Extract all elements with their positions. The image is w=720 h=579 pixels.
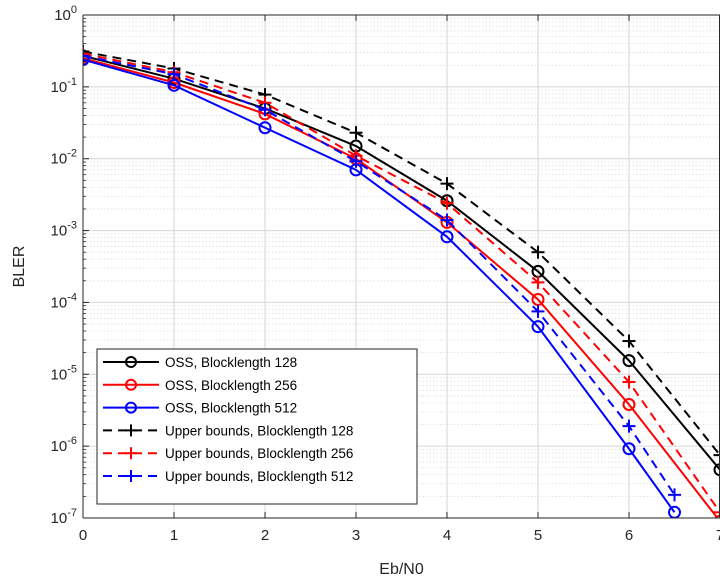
data-point-plus	[125, 424, 137, 437]
series-layer	[83, 45, 720, 518]
x-tick-label: 7	[716, 527, 720, 544]
data-point-plus	[258, 103, 272, 117]
y-tick-label: 10-6	[51, 435, 77, 455]
series-line	[83, 54, 676, 496]
data-point-plus	[83, 47, 90, 61]
data-point-plus	[440, 177, 454, 191]
series-line	[83, 58, 676, 513]
y-tick-label: 10-3	[51, 220, 77, 240]
data-point-circle	[531, 320, 545, 334]
data-point-plus	[622, 375, 636, 389]
y-axis-label: BLER	[11, 246, 28, 288]
x-tick-label: 3	[352, 527, 360, 544]
legend-box	[96, 348, 418, 505]
data-point-plus	[440, 213, 454, 227]
x-axis-label: Eb/N0	[379, 561, 424, 578]
data-point-plus	[531, 275, 545, 289]
data-point-plus	[531, 245, 545, 259]
y-tick-label: 10-4	[51, 291, 77, 311]
data-point-circle	[440, 230, 454, 244]
data-point-plus	[622, 419, 636, 433]
series-line	[83, 52, 720, 513]
y-tick-label: 10-5	[51, 363, 77, 383]
data-point-circle	[83, 53, 90, 67]
data-point-plus	[622, 334, 636, 348]
legend: OSS, Blocklength 128 OSS, Blocklength 256…	[96, 348, 418, 505]
data-point-plus	[349, 154, 363, 168]
legend-label: OSS, Blocklength 512	[165, 401, 297, 416]
data-point-circle	[622, 354, 636, 368]
legend-entry: OSS, Blocklength 512	[103, 401, 297, 416]
x-tick-label: 0	[79, 527, 87, 544]
x-tick-label: 2	[261, 527, 269, 544]
data-point-plus	[125, 447, 137, 460]
x-tick-label: 4	[443, 527, 451, 544]
legend-label: Upper bounds, Blocklength 256	[165, 446, 353, 461]
legend-entry: OSS, Blocklength 256	[103, 378, 297, 393]
legend-entry: Upper bounds, Blocklength 128	[103, 423, 353, 438]
data-point-circle	[622, 397, 636, 411]
data-point-plus	[83, 49, 90, 63]
data-point-plus	[83, 45, 90, 59]
y-tick-label: 10-2	[51, 148, 77, 168]
data-point-plus	[713, 505, 720, 518]
legend-entry: OSS, Blocklength 128	[103, 355, 297, 370]
legend-entry: Upper bounds, Blocklength 512	[103, 469, 353, 484]
data-point-circle	[713, 463, 720, 477]
data-point-plus	[531, 304, 545, 318]
x-tick-label: 5	[534, 527, 542, 544]
legend-entry: Upper bounds, Blocklength 256	[103, 446, 353, 461]
data-point-circle	[125, 378, 137, 391]
x-tick-label: 6	[625, 527, 633, 544]
legend-label: OSS, Blocklength 128	[165, 355, 297, 370]
x-tick-label: 1	[170, 527, 178, 544]
series-line	[83, 54, 720, 471]
y-tick-label: 10-1	[51, 76, 77, 96]
data-point-plus	[125, 470, 137, 482]
data-point-plus	[167, 67, 181, 81]
data-point-circle	[125, 356, 137, 368]
data-point-circle	[125, 401, 137, 414]
y-tick-label: 10-7	[51, 507, 77, 527]
data-point-plus	[349, 126, 363, 140]
data-point-circle	[258, 121, 272, 135]
legend-label: Upper bounds, Blocklength 128	[165, 423, 353, 438]
data-point-circle	[622, 442, 636, 456]
data-point-plus	[440, 196, 454, 210]
data-point-plus	[668, 488, 681, 502]
series-line	[83, 50, 720, 456]
legend-label: Upper bounds, Blocklength 512	[165, 469, 353, 484]
data-point-plus	[713, 448, 720, 462]
legend-label: OSS, Blocklength 256	[165, 378, 297, 393]
series-6	[83, 49, 681, 502]
tick-labels: 0 1 2 3 4 5 6 7 100 10-1 10-2 10-3 10-4 10-5 10-6 10-7	[51, 4, 720, 544]
y-tick-label: 100	[54, 4, 77, 24]
